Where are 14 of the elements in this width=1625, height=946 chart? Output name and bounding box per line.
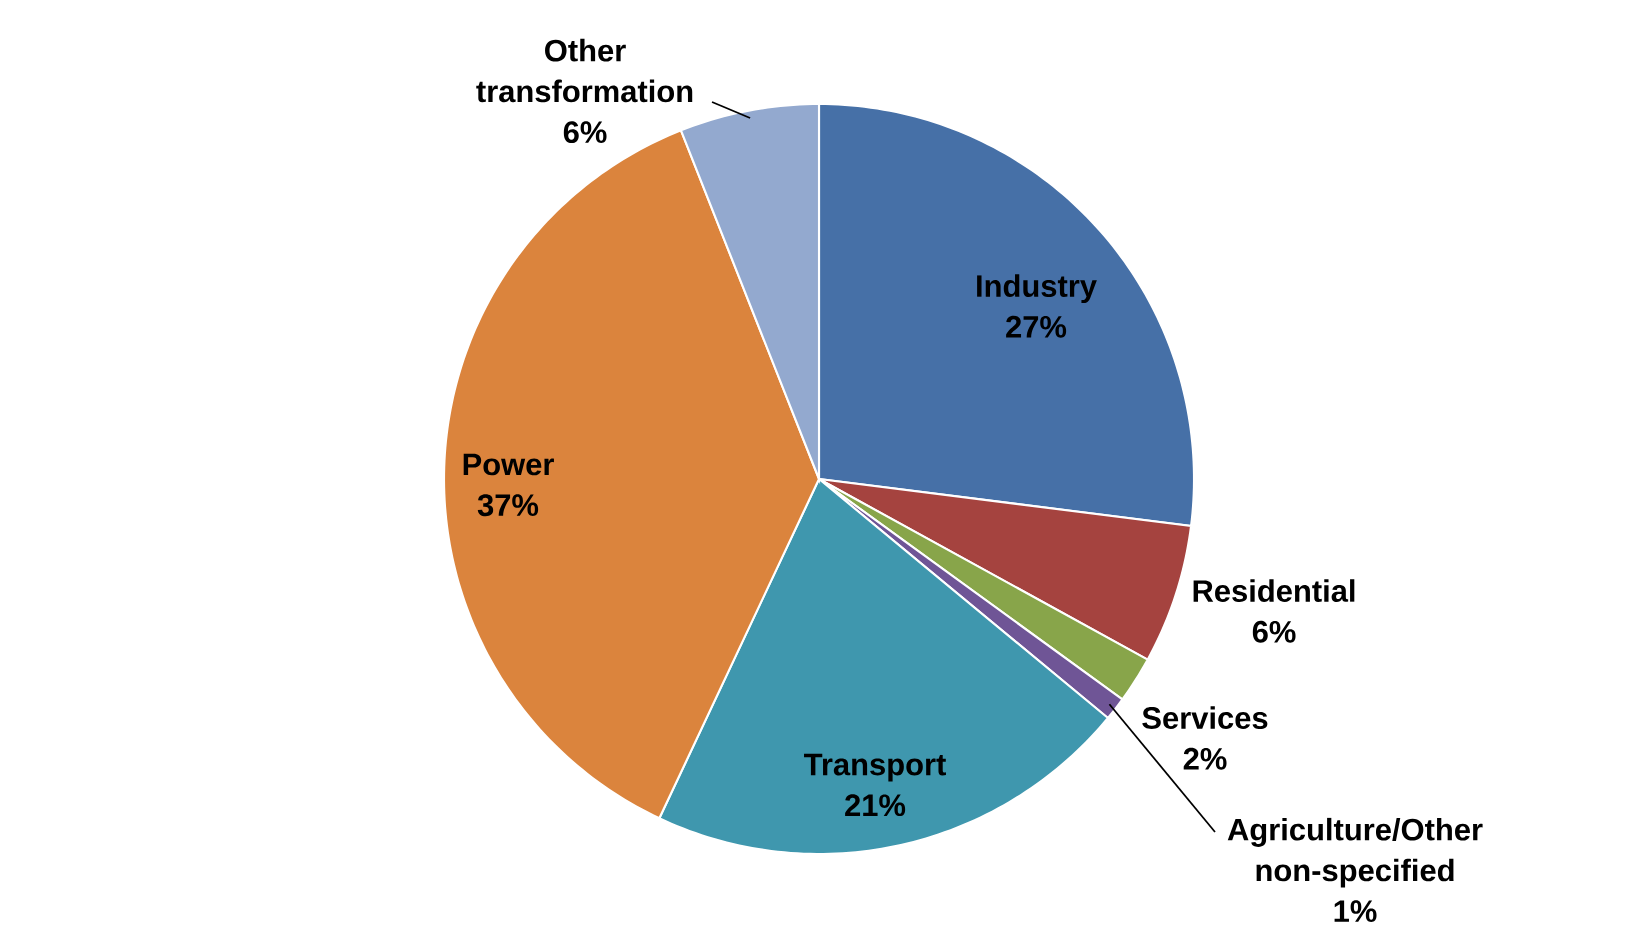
slice-label: Other transformation — [476, 38, 693, 103]
data-label: 2% — [1183, 747, 1227, 770]
slice-label: Industry — [977, 274, 1097, 304]
data-label: 6% — [563, 121, 607, 144]
data-label: 21% — [845, 794, 906, 817]
slice-label: Residential — [1193, 579, 1355, 602]
slice-label: Transport — [804, 753, 946, 782]
slice-label: Agriculture/Other non-specified — [1227, 817, 1483, 888]
slice-label: Power — [463, 453, 554, 476]
data-label: 37% — [477, 494, 539, 517]
data-label: 1% — [1334, 900, 1377, 923]
data-label: 27% — [1006, 315, 1067, 338]
slice-label: Services — [1142, 706, 1268, 729]
data-label: 6% — [1252, 620, 1296, 643]
